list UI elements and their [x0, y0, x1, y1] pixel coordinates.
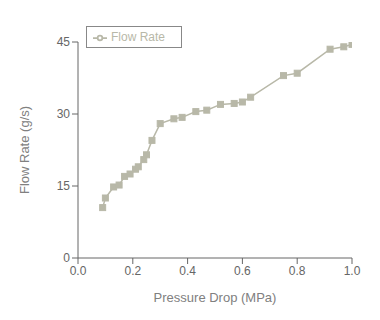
html-text:Flow Rate: Flow Rate [111, 30, 165, 44]
svg-text:45: 45 [57, 35, 71, 49]
svg-text:0.2: 0.2 [124, 264, 141, 278]
svg-text:30: 30 [57, 107, 71, 121]
svg-text:0.6: 0.6 [234, 264, 251, 278]
svg-text:Pressure Drop (MPa): Pressure Drop (MPa) [154, 290, 277, 305]
svg-text:1.0: 1.0 [344, 264, 361, 278]
svg-text:0.4: 0.4 [179, 264, 196, 278]
svg-text:0.8: 0.8 [289, 264, 306, 278]
svg-text:0: 0 [63, 251, 70, 265]
svg-text:15: 15 [57, 179, 71, 193]
svg-text:0.0: 0.0 [70, 264, 87, 278]
svg-text:Flow Rate (g/s): Flow Rate (g/s) [17, 106, 32, 194]
